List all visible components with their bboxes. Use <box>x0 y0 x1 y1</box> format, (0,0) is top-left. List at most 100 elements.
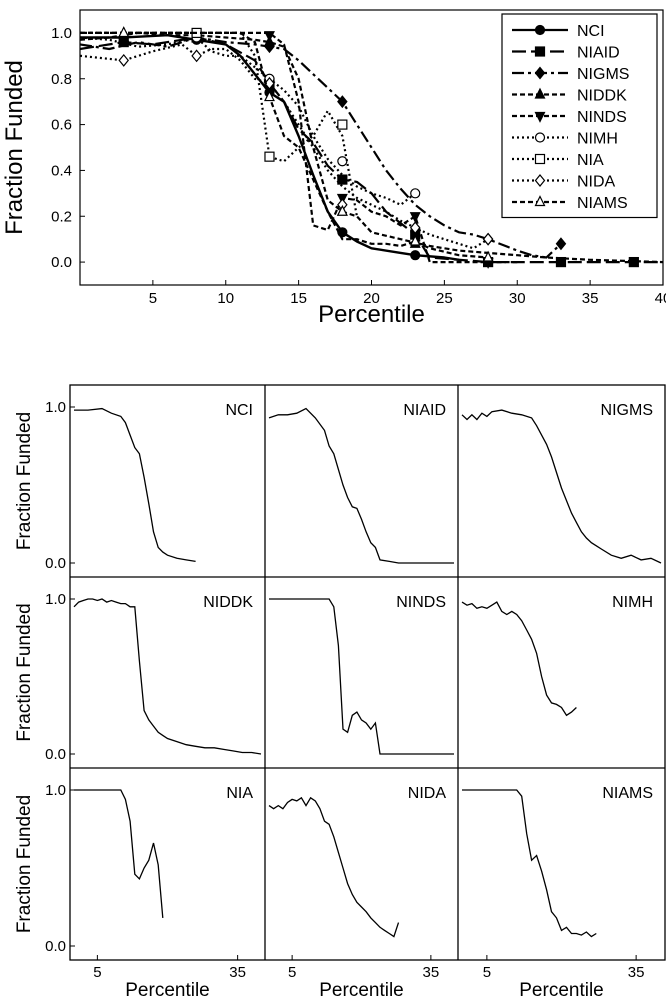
x-tick-label: 15 <box>290 290 307 307</box>
legend-item-ninds: NINDS <box>512 109 627 126</box>
panel-title: NIAID <box>403 402 446 419</box>
x-tick-label: 5 <box>93 964 101 981</box>
series-line-nigms <box>79 36 562 259</box>
data-point-nia <box>264 151 275 162</box>
panel-line <box>269 598 454 755</box>
y-tick-label: 0.0 <box>45 938 66 955</box>
series-line-nimh <box>79 36 416 206</box>
series-nida <box>79 43 494 250</box>
panel-title: NIAMS <box>602 785 653 802</box>
series-nia <box>80 27 358 217</box>
x-axis-label: Percentile <box>519 980 604 1000</box>
x-axis-label: Percentile <box>319 980 404 1000</box>
legend-marker <box>534 111 546 123</box>
legend-item-niams: NIAMS <box>512 195 628 212</box>
grid-frame <box>69 384 666 961</box>
series-line-niddk <box>79 31 664 264</box>
series-nigms <box>79 31 567 259</box>
x-tick-label: 35 <box>582 290 599 307</box>
panel-niddk: NIDDK 1.0 0.0 Fraction Funded <box>14 591 262 763</box>
series-line-niaid <box>79 36 663 264</box>
legend-marker <box>534 66 546 80</box>
series-line-nci <box>80 34 460 261</box>
y-tick-label: 1.0 <box>45 399 66 416</box>
series-line-niams <box>80 31 489 259</box>
x-tick-label: 5 <box>483 964 491 981</box>
legend-label: NCI <box>577 23 605 40</box>
y-tick-label: 0.0 <box>51 254 72 271</box>
series-group <box>79 26 664 269</box>
panel-nida: NIDA 5 35 Percentile <box>268 785 446 1000</box>
y-tick-label: 0.0 <box>45 555 66 572</box>
legend-label: NINDS <box>577 109 627 126</box>
x-axis-ticks: 5 10 15 20 25 30 35 40 <box>149 280 666 307</box>
panel-title: NIA <box>226 785 253 802</box>
x-tick-label: 30 <box>509 290 526 307</box>
x-tick-label: 35 <box>628 964 645 981</box>
x-tick-label: 5 <box>288 964 296 981</box>
legend-item-nigms: NIGMS <box>512 66 629 83</box>
panel-line <box>268 796 400 938</box>
panel-title: NCI <box>225 402 253 419</box>
legend-label: NIDA <box>577 174 616 191</box>
panel-line <box>461 409 662 564</box>
legend-label: NIA <box>577 152 604 169</box>
x-tick-label: 5 <box>149 290 157 307</box>
panel-line <box>268 407 454 564</box>
data-point-nia <box>337 119 348 130</box>
y-axis-label: Fraction Funded <box>14 795 35 933</box>
y-axis-label: Fraction Funded <box>14 603 35 741</box>
panel-line <box>74 407 196 563</box>
x-tick-label: 35 <box>423 964 440 981</box>
data-point-nida <box>191 49 202 63</box>
panel-nimh: NIMH <box>461 594 653 717</box>
legend-label: NIGMS <box>577 66 629 83</box>
legend-label: NIAMS <box>577 195 628 212</box>
y-tick-label: 1.0 <box>51 25 72 42</box>
panel-line <box>73 598 262 755</box>
legend-label: NIAID <box>577 45 620 62</box>
y-tick-label: 0.6 <box>51 117 72 134</box>
legend-marker <box>534 24 546 36</box>
panel-title: NIDDK <box>203 594 253 611</box>
legend-marker <box>534 87 546 99</box>
data-point-ninds <box>264 31 275 43</box>
legend-marker <box>534 132 546 143</box>
y-axis-label: Fraction Funded <box>1 60 28 235</box>
legend-item-niddk: NIDDK <box>512 88 627 105</box>
main-chart: 5 10 15 20 25 30 35 40 0.0 0.2 0.4 0.6 0.8 1.0 Percent… <box>1 9 666 328</box>
y-tick-label: 0.4 <box>51 162 72 179</box>
panel-nia: NIA 1.0 0.0 Fraction Funded 5 35 Percentile <box>14 782 253 1000</box>
x-axis-label: Percentile <box>125 980 210 1000</box>
data-point-niams <box>482 250 494 262</box>
series-niams <box>80 26 494 262</box>
x-tick-label: 20 <box>363 290 380 307</box>
series-line-nida <box>79 43 489 250</box>
panel-ninds: NINDS <box>269 594 454 755</box>
legend-box <box>501 13 658 219</box>
x-axis-label: Percentile <box>318 301 425 328</box>
data-point-niams <box>118 26 130 38</box>
legend-marker <box>534 46 546 57</box>
legend-item-niaid: NIAID <box>512 45 620 62</box>
data-point-nimh <box>410 188 421 199</box>
y-axis-ticks: 0.0 0.2 0.4 0.6 0.8 1.0 <box>51 25 85 271</box>
panel-title: NINDS <box>396 594 446 611</box>
y-tick-label: 0.2 <box>51 208 72 225</box>
panel-title: NIGMS <box>601 402 653 419</box>
y-tick-label: 0.8 <box>51 71 72 88</box>
legend-item-nida: NIDA <box>512 174 616 191</box>
panel-niams: NIAMS 5 35 Percentile <box>462 785 653 1000</box>
y-tick-label: 0.0 <box>45 746 66 763</box>
panel-line <box>74 789 164 918</box>
data-point-niaid <box>337 174 348 185</box>
x-tick-label: 35 <box>229 964 246 981</box>
legend-label: NIDDK <box>577 88 627 105</box>
legend-marker <box>534 195 546 207</box>
legend-marker <box>534 174 546 187</box>
panel-line <box>462 789 597 938</box>
data-point-niams <box>336 204 348 216</box>
data-point-niams <box>264 90 275 102</box>
data-point-nigms <box>555 237 567 251</box>
legend-item-nia: NIA <box>512 152 604 169</box>
